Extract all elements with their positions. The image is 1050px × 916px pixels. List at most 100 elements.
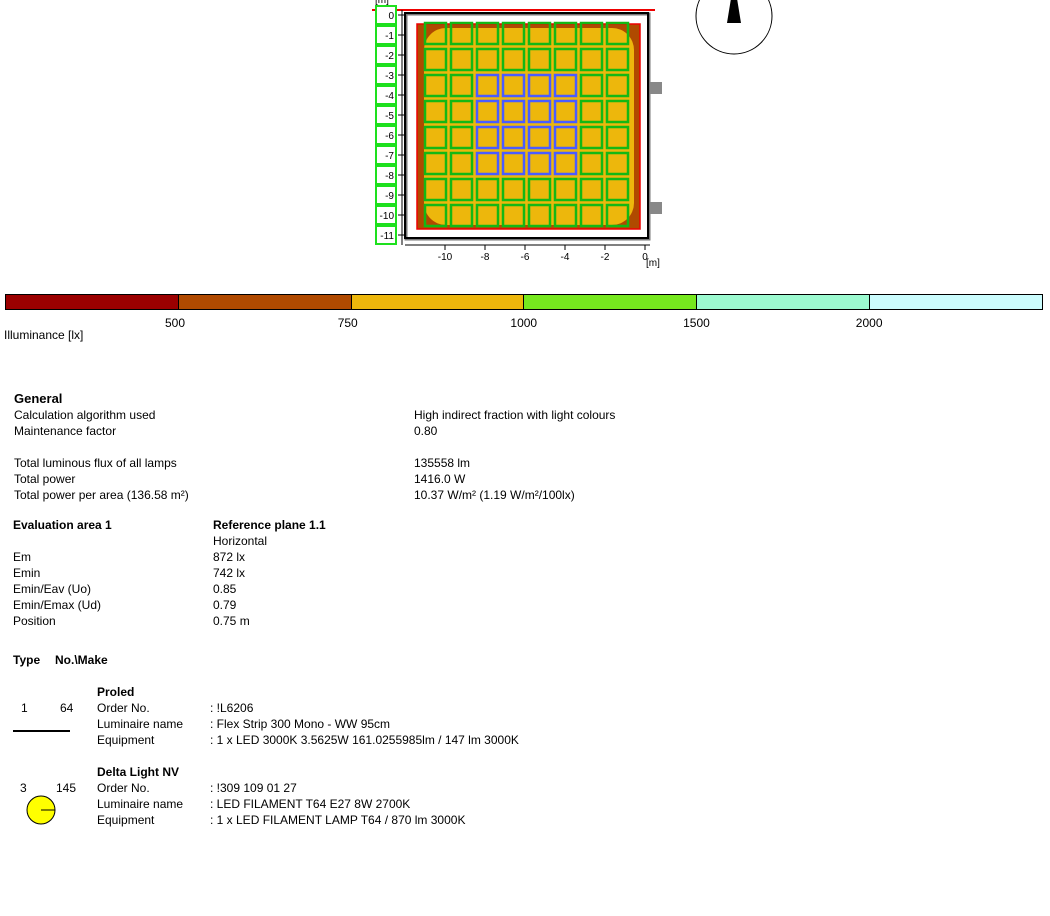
room-outline: [404, 12, 649, 239]
luminaire-order: : !309 109 01 27: [210, 781, 297, 795]
plan-x-unit: [m]: [646, 258, 660, 269]
strip-luminaire-square: [605, 177, 630, 202]
y-tick-label: -5: [385, 111, 394, 122]
y-tick-box: [375, 225, 397, 245]
strip-luminaire-square: [423, 47, 448, 72]
y-tick-label: -6: [385, 131, 394, 142]
general-value: 0.80: [414, 424, 438, 438]
y-tick-box: [375, 45, 397, 65]
luminaire-count: 64: [60, 701, 74, 715]
scale-label: 1500: [683, 316, 710, 330]
strip-luminaire-square: [579, 177, 604, 202]
strip-luminaire-square: [501, 177, 526, 202]
evaluation-label: Emin/Emax (Ud): [13, 598, 102, 612]
scale-segment: [351, 295, 525, 309]
strip-luminaire-square: [475, 203, 500, 228]
bulb-luminaire-group: [475, 73, 500, 98]
y-tick-box: [375, 105, 397, 125]
luminaire-field-label: Luminaire name: [97, 797, 184, 811]
luminaire-equipment: : 1 x LED FILAMENT LAMP T64 / 870 lm 300…: [210, 813, 466, 827]
strip-luminaire-square: [527, 47, 552, 72]
scale-segment: [6, 295, 179, 309]
strip-luminaire-square: [605, 21, 630, 46]
strip-luminaire-square: [579, 21, 604, 46]
bulb-luminaire-group: [501, 125, 526, 150]
strip-luminaire-square: [449, 177, 474, 202]
strip-luminaire-square: [527, 177, 552, 202]
bulb-luminaire-group: [527, 151, 552, 176]
legend-title: Illuminance [lx]: [4, 328, 84, 342]
luminaire-order: : !L6206: [210, 701, 254, 715]
reference-plane: Reference plane 1.1: [213, 518, 326, 532]
general-label: Total power: [14, 472, 76, 486]
evaluation-label: Position: [13, 614, 56, 628]
strip-luminaire-square: [423, 203, 448, 228]
strip-luminaire-square: [475, 177, 500, 202]
bulb-luminaire-group: [501, 73, 526, 98]
strip-luminaire-square: [449, 47, 474, 72]
bulb-luminaire-group: [527, 99, 552, 124]
strip-luminaire-square: [553, 21, 578, 46]
strip-luminaire-square: [553, 177, 578, 202]
plan-y-unit: [m]: [375, 0, 389, 6]
strip-luminaire-square: [605, 47, 630, 72]
evaluation-value: 742 lx: [213, 566, 246, 580]
y-tick-label: -2: [385, 51, 394, 62]
strip-luminaire-square: [501, 21, 526, 46]
strip-luminaire-square: [605, 125, 630, 150]
scale-segment: [178, 295, 352, 309]
general-label: Total luminous flux of all lamps: [14, 456, 177, 470]
strip-luminaire-square: [579, 125, 604, 150]
y-tick-label: -11: [380, 231, 394, 242]
bulb-luminaire-group: [475, 99, 500, 124]
strip-luminaire-square: [475, 47, 500, 72]
strip-luminaire-square: [605, 151, 630, 176]
bulb-luminaire-group: [501, 99, 526, 124]
strip-luminaire-square: [605, 99, 630, 124]
bulb-luminaire-symbol-icon: [26, 795, 56, 825]
y-tick-label: -7: [385, 151, 394, 162]
luminaire-name: : Flex Strip 300 Mono - WW 95cm: [210, 717, 391, 731]
luminaire-field-label: Luminaire name: [97, 717, 184, 731]
strip-luminaire-square: [501, 47, 526, 72]
general-value: High indirect fraction with light colour…: [414, 408, 616, 422]
scale-segment: [697, 295, 871, 309]
x-tick-label: -4: [561, 252, 570, 263]
strip-luminaire-square: [605, 203, 630, 228]
luminaire-type: 1: [21, 701, 28, 715]
y-tick-label: -10: [380, 211, 395, 222]
north-arrow-icon: [695, 0, 773, 55]
general-label: Calculation algorithm used: [14, 408, 156, 422]
general-value: 135558 lm: [414, 456, 471, 470]
illuminance-color-scale: [5, 294, 1043, 310]
general-value: 1416.0 W: [414, 472, 466, 486]
strip-luminaire-square: [423, 73, 448, 98]
strip-luminaire-square: [449, 73, 474, 98]
strip-luminaire-square: [527, 21, 552, 46]
plane-orientation: Horizontal: [213, 534, 268, 548]
luminaire-field-label: Order No.: [97, 781, 150, 795]
y-tick-box: [375, 25, 397, 45]
bulb-luminaire-group: [475, 151, 500, 176]
luminaire-field-label: Order No.: [97, 701, 150, 715]
strip-luminaire-square: [501, 203, 526, 228]
evaluation-label: Emin: [13, 566, 41, 580]
strip-luminaire-square: [423, 21, 448, 46]
window-marker: [650, 82, 662, 94]
strip-luminaire-square: [449, 21, 474, 46]
y-tick-label: -8: [385, 171, 394, 182]
evaluation-value: 0.85: [213, 582, 237, 596]
luminaire-type: 3: [20, 781, 27, 795]
bulb-luminaire-group: [553, 125, 578, 150]
evaluation-value: 0.75 m: [213, 614, 250, 628]
luminaire-make: Proled: [97, 685, 135, 699]
strip-luminaire-square: [579, 99, 604, 124]
x-tick-label: -8: [481, 252, 490, 263]
strip-luminaire-square: [449, 203, 474, 228]
luminaire-count: 145: [56, 781, 77, 795]
y-tick-label: -1: [385, 31, 394, 42]
general-label: Total power per area (136.58 m²): [14, 488, 189, 502]
strip-luminaire-square: [579, 203, 604, 228]
strip-luminaire-square: [449, 151, 474, 176]
bulb-luminaire-group: [475, 125, 500, 150]
